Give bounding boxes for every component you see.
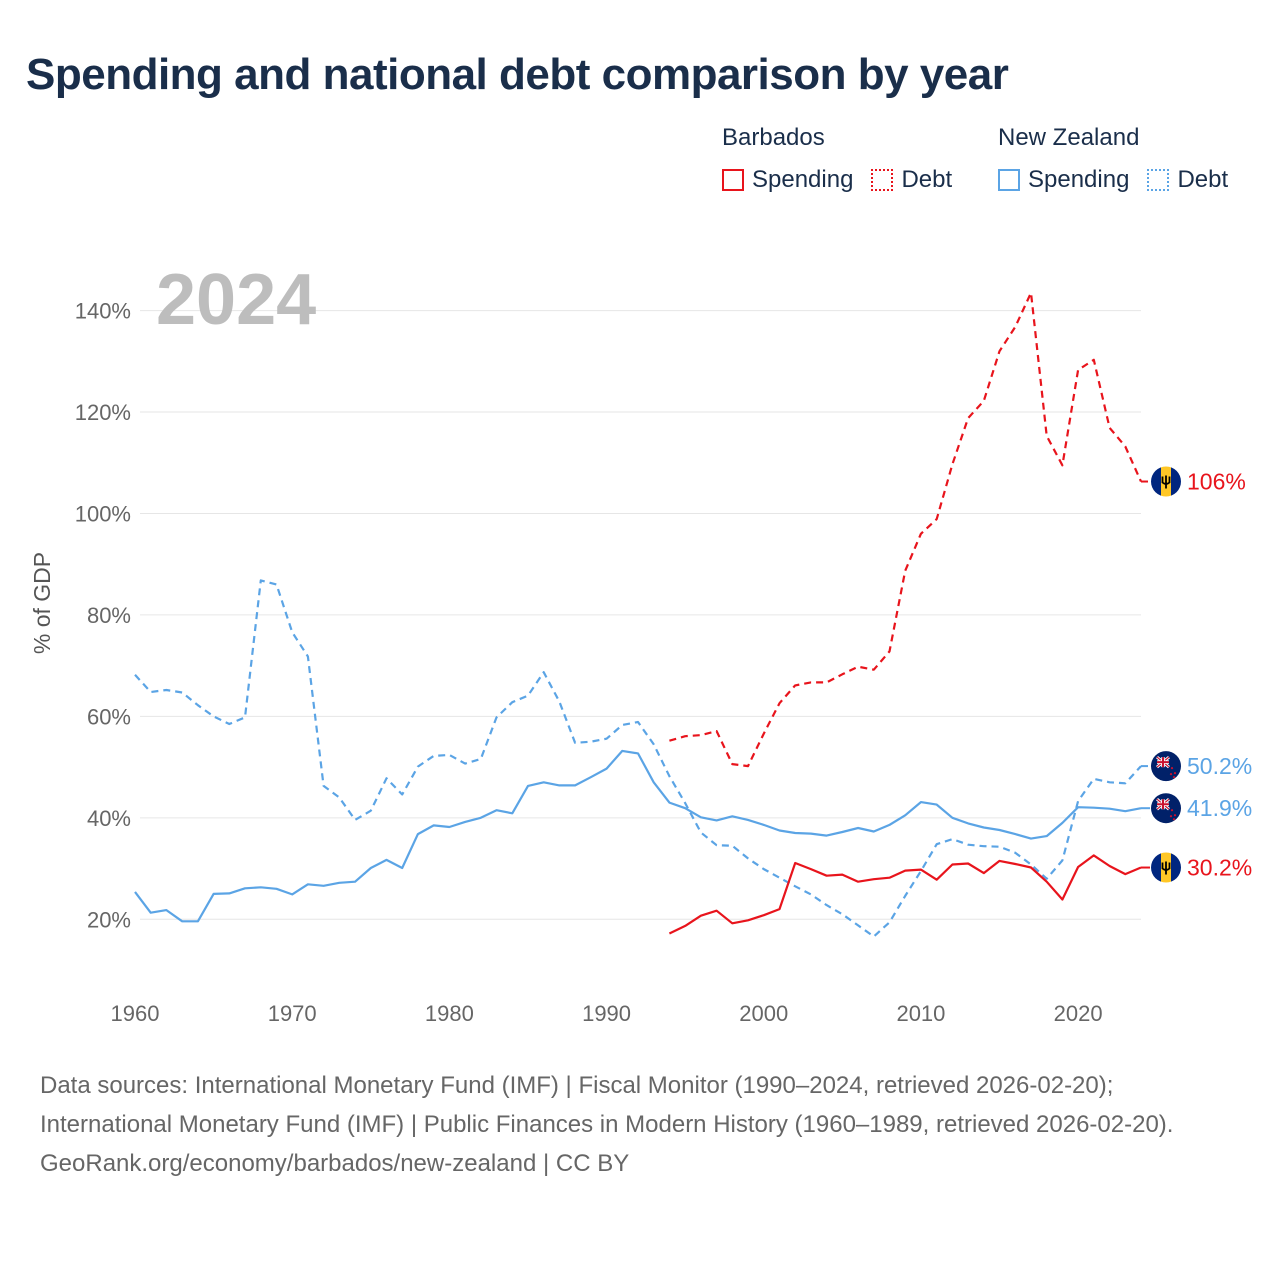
solid-swatch-icon <box>998 169 1020 191</box>
legend-item-label: Spending <box>1028 166 1130 193</box>
legend-barbados: Barbados Spending Debt <box>722 124 970 194</box>
x-tick-label: 2020 <box>1054 1001 1103 1026</box>
year-watermark: 2024 <box>156 260 316 340</box>
legend-item-label: Spending <box>752 166 854 193</box>
y-tick-label: 20% <box>87 907 131 932</box>
legend-item-label: Debt <box>1177 166 1229 193</box>
legend-new-zealand: New Zealand Spending Debt <box>998 124 1246 194</box>
data-sources: Data sources: International Monetary Fun… <box>40 1072 1174 1138</box>
gridlines <box>140 310 1141 920</box>
end-value-label: 50.2% <box>1187 753 1252 779</box>
barbados-flag-icon <box>1151 466 1181 497</box>
legend-item-barbados-spending[interactable]: Spending <box>722 166 853 194</box>
legend-item-barbados-debt[interactable]: Debt <box>871 166 952 194</box>
line-chart: 2024 % of GDP 20% 40% 60% 80% 100% 120% 140% 1… <box>29 260 1252 1026</box>
new-zealand-flag-icon <box>1151 793 1181 824</box>
x-tick-label: 2010 <box>896 1001 945 1026</box>
dotted-swatch-icon <box>1147 169 1170 191</box>
new-zealand-flag-icon <box>1151 751 1181 782</box>
x-axis: 1960 1970 1980 1990 2000 2010 2020 <box>111 1001 1103 1026</box>
legend-item-label: Debt <box>901 166 953 193</box>
series-line-new-zealand-debt[interactable] <box>134 579 1142 938</box>
series-line-barbados-spending[interactable] <box>668 854 1142 935</box>
series-lines <box>134 291 1143 938</box>
y-tick-label: 100% <box>75 501 131 526</box>
y-axis: 20% 40% 60% 80% 100% 120% 140% <box>75 299 131 933</box>
legend-item-nz-debt[interactable]: Debt <box>1147 166 1228 194</box>
x-tick-label: 1990 <box>582 1001 631 1026</box>
series-line-new-zealand-spending[interactable] <box>134 749 1142 923</box>
x-tick-label: 2000 <box>739 1001 788 1026</box>
end-value-label: 30.2% <box>1187 855 1252 881</box>
footer: Data sources: International Monetary Fun… <box>40 1066 1240 1183</box>
y-tick-label: 80% <box>87 603 131 628</box>
end-labels: 50.2% 41.9% 106% 30.2% <box>1141 466 1252 883</box>
y-tick-label: 120% <box>75 400 131 425</box>
chart-title: Spending and national debt comparison by… <box>26 50 1009 99</box>
x-tick-label: 1970 <box>268 1001 317 1026</box>
barbados-flag-icon <box>1151 852 1181 883</box>
x-tick-label: 1960 <box>111 1001 160 1026</box>
dotted-swatch-icon <box>871 169 894 191</box>
legend-country-label: New Zealand <box>998 124 1140 151</box>
legend-item-nz-spending[interactable]: Spending <box>998 166 1129 194</box>
y-tick-label: 140% <box>75 299 131 324</box>
y-axis-label: % of GDP <box>29 552 55 654</box>
y-tick-label: 40% <box>87 806 131 831</box>
credit-link[interactable]: GeoRank.org/economy/barbados/new-zealand… <box>40 1150 630 1177</box>
end-value-label: 106% <box>1187 469 1246 495</box>
solid-swatch-icon <box>722 169 744 191</box>
y-tick-label: 60% <box>87 704 131 729</box>
x-tick-label: 1980 <box>425 1001 474 1026</box>
end-value-label: 41.9% <box>1187 795 1252 821</box>
series-line-barbados-debt[interactable] <box>669 291 1143 768</box>
legend-country-label: Barbados <box>722 124 825 151</box>
